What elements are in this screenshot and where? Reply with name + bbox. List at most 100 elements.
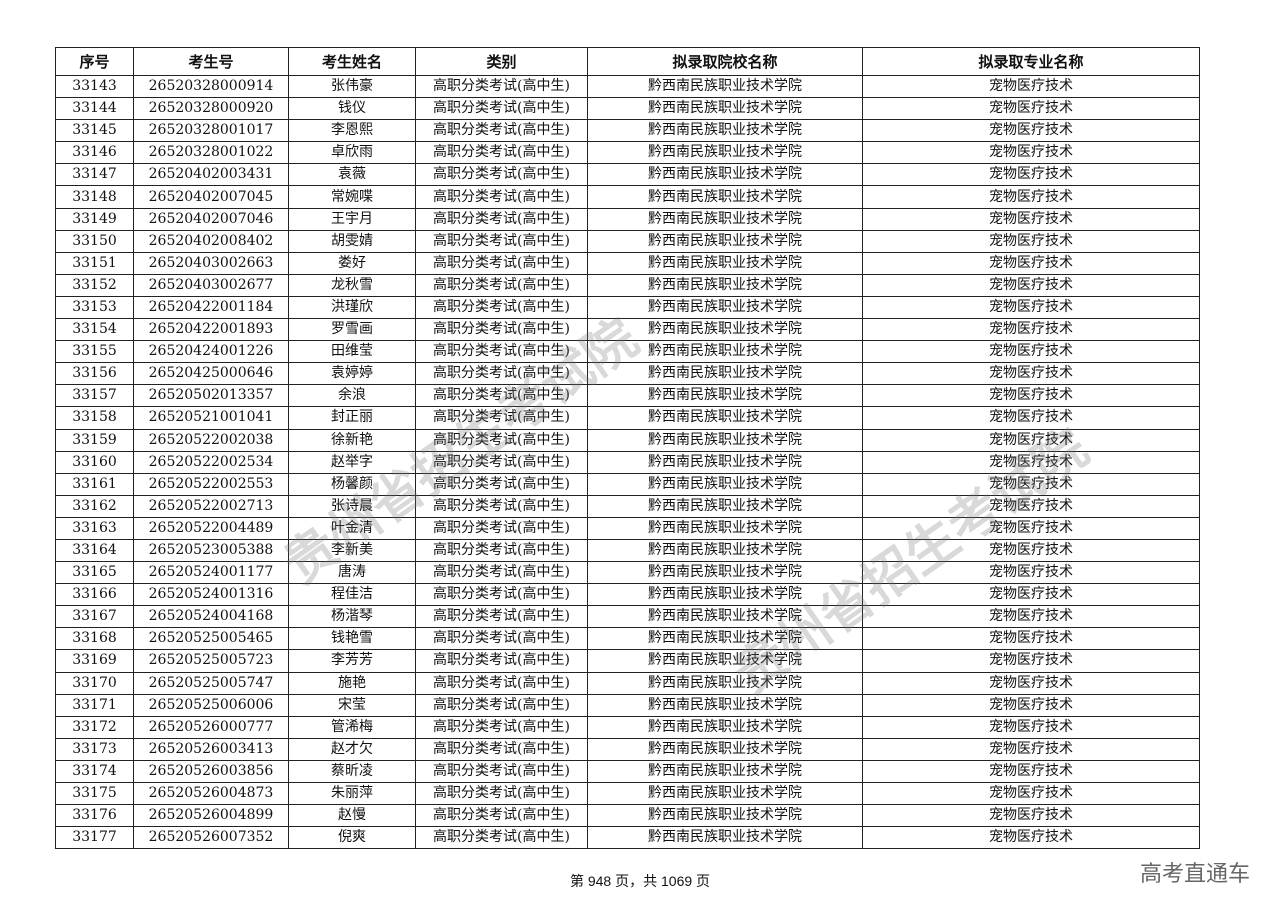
cell-school: 黔西南民族职业技术学院 — [587, 207, 863, 231]
cell-seq: 33162 — [55, 494, 134, 518]
table-row: 33174 26520526003856 蔡昕凌 高职分类考试(高中生) 黔西南民族职业… — [55, 759, 1200, 784]
cell-seq: 33168 — [55, 627, 134, 651]
cell-seq: 33161 — [55, 472, 134, 496]
header-seq: 序号 — [55, 47, 134, 76]
cell-seq: 33172 — [55, 715, 134, 739]
cell-exam-id: 26520402003431 — [133, 163, 289, 187]
cell-exam-id: 26520526004873 — [133, 781, 289, 806]
cell-category: 高职分类考试(高中生) — [415, 185, 588, 209]
cell-school: 黔西南民族职业技术学院 — [587, 781, 863, 806]
cell-school: 黔西南民族职业技术学院 — [587, 340, 863, 364]
cell-name: 杨湝琴 — [288, 605, 416, 629]
cell-exam-id: 26520402008402 — [133, 229, 289, 253]
cell-seq: 33152 — [55, 273, 134, 297]
cell-category: 高职分类考试(高中生) — [415, 649, 588, 673]
table-row: 33155 26520424001226 田维莹 高职分类考试(高中生) 黔西南民族职业… — [55, 340, 1200, 364]
table-row: 33152 26520403002677 龙秋雪 高职分类考试(高中生) 黔西南民族职业… — [55, 273, 1200, 297]
cell-exam-id: 26520524001177 — [133, 561, 289, 585]
cell-major: 宠物医疗技术 — [862, 450, 1200, 474]
cell-seq: 33149 — [55, 207, 134, 231]
cell-school: 黔西南民族职业技术学院 — [587, 759, 863, 784]
cell-major: 宠物医疗技术 — [862, 804, 1200, 828]
cell-category: 高职分类考试(高中生) — [415, 340, 588, 364]
cell-name: 封正丽 — [288, 406, 416, 430]
cell-category: 高职分类考试(高中生) — [415, 428, 588, 452]
cell-school: 黔西南民族职业技术学院 — [587, 295, 863, 320]
cell-seq: 33165 — [55, 561, 134, 585]
cell-seq: 33147 — [55, 163, 134, 187]
cell-major: 宠物医疗技术 — [862, 362, 1200, 386]
header-school: 拟录取院校名称 — [587, 47, 863, 76]
cell-school: 黔西南民族职业技术学院 — [587, 605, 863, 629]
cell-seq: 33169 — [55, 649, 134, 673]
cell-exam-id: 26520522002534 — [133, 450, 289, 474]
cell-name: 张伟豪 — [288, 74, 416, 99]
cell-name: 钱仪 — [288, 97, 416, 121]
cell-seq: 33164 — [55, 538, 134, 563]
cell-seq: 33146 — [55, 141, 134, 165]
cell-category: 高职分类考试(高中生) — [415, 715, 588, 739]
cell-name: 龙秋雪 — [288, 273, 416, 297]
table-row: 33165 26520524001177 唐涛 高职分类考试(高中生) 黔西南民族职业技… — [55, 561, 1200, 585]
cell-school: 黔西南民族职业技术学院 — [587, 649, 863, 673]
cell-category: 高职分类考试(高中生) — [415, 362, 588, 386]
cell-category: 高职分类考试(高中生) — [415, 693, 588, 717]
cell-name: 洪瑾欣 — [288, 295, 416, 320]
cell-name: 常婉喋 — [288, 185, 416, 209]
cell-major: 宠物医疗技术 — [862, 516, 1200, 540]
cell-seq: 33160 — [55, 450, 134, 474]
table-row: 33158 26520521001041 封正丽 高职分类考试(高中生) 黔西南民族职业… — [55, 406, 1200, 430]
cell-exam-id: 26520526004899 — [133, 804, 289, 828]
cell-exam-id: 26520425000646 — [133, 362, 289, 386]
cell-category: 高职分类考试(高中生) — [415, 583, 588, 607]
cell-name: 赵慢 — [288, 804, 416, 828]
cell-major: 宠物医疗技术 — [862, 119, 1200, 143]
cell-category: 高职分类考试(高中生) — [415, 538, 588, 563]
cell-category: 高职分类考试(高中生) — [415, 781, 588, 806]
cell-name: 李恩熙 — [288, 119, 416, 143]
table-row: 33168 26520525005465 钱艳雪 高职分类考试(高中生) 黔西南民族职业… — [55, 627, 1200, 651]
cell-name: 娄好 — [288, 251, 416, 275]
cell-seq: 33171 — [55, 693, 134, 717]
table-row: 33172 26520526000777 管浠梅 高职分类考试(高中生) 黔西南民族职业… — [55, 715, 1200, 739]
table-row: 33157 26520502013357 余浪 高职分类考试(高中生) 黔西南民族职业技… — [55, 384, 1200, 408]
cell-major: 宠物医疗技术 — [862, 737, 1200, 761]
cell-exam-id: 26520402007046 — [133, 207, 289, 231]
cell-major: 宠物医疗技术 — [862, 163, 1200, 187]
cell-category: 高职分类考试(高中生) — [415, 759, 588, 784]
cell-name: 李新美 — [288, 538, 416, 563]
cell-exam-id: 26520403002663 — [133, 251, 289, 275]
cell-school: 黔西南民族职业技术学院 — [587, 384, 863, 408]
cell-major: 宠物医疗技术 — [862, 251, 1200, 275]
cell-school: 黔西南民族职业技术学院 — [587, 97, 863, 121]
cell-major: 宠物医疗技术 — [862, 826, 1200, 850]
header-name: 考生姓名 — [288, 47, 416, 76]
table-row: 33145 26520328001017 李恩熙 高职分类考试(高中生) 黔西南民族职业… — [55, 119, 1200, 143]
cell-seq: 33145 — [55, 119, 134, 143]
cell-exam-id: 26520403002677 — [133, 273, 289, 297]
table-row: 33147 26520402003431 袁薇 高职分类考试(高中生) 黔西南民族职业技… — [55, 163, 1200, 187]
cell-school: 黔西南民族职业技术学院 — [587, 362, 863, 386]
table-row: 33162 26520522002713 张诗晨 高职分类考试(高中生) 黔西南民族职业… — [55, 494, 1200, 518]
cell-name: 袁薇 — [288, 163, 416, 187]
cell-seq: 33177 — [55, 826, 134, 850]
cell-school: 黔西南民族职业技术学院 — [587, 141, 863, 165]
cell-school: 黔西南民族职业技术学院 — [587, 406, 863, 430]
cell-category: 高职分类考试(高中生) — [415, 273, 588, 297]
cell-seq: 33151 — [55, 251, 134, 275]
cell-major: 宠物医疗技术 — [862, 715, 1200, 739]
cell-seq: 33156 — [55, 362, 134, 386]
cell-major: 宠物医疗技术 — [862, 693, 1200, 717]
cell-seq: 33155 — [55, 340, 134, 364]
cell-category: 高职分类考试(高中生) — [415, 207, 588, 231]
cell-major: 宠物医疗技术 — [862, 141, 1200, 165]
cell-seq: 33159 — [55, 428, 134, 452]
cell-name: 管浠梅 — [288, 715, 416, 739]
table-row: 33156 26520425000646 袁婷婷 高职分类考试(高中生) 黔西南民族职业… — [55, 362, 1200, 386]
table-row: 33169 26520525005723 李芳芳 高职分类考试(高中生) 黔西南民族职业… — [55, 649, 1200, 673]
cell-major: 宠物医疗技术 — [862, 759, 1200, 784]
cell-exam-id: 26520328000920 — [133, 97, 289, 121]
cell-category: 高职分类考试(高中生) — [415, 119, 588, 143]
cell-exam-id: 26520424001226 — [133, 340, 289, 364]
cell-major: 宠物医疗技术 — [862, 406, 1200, 430]
